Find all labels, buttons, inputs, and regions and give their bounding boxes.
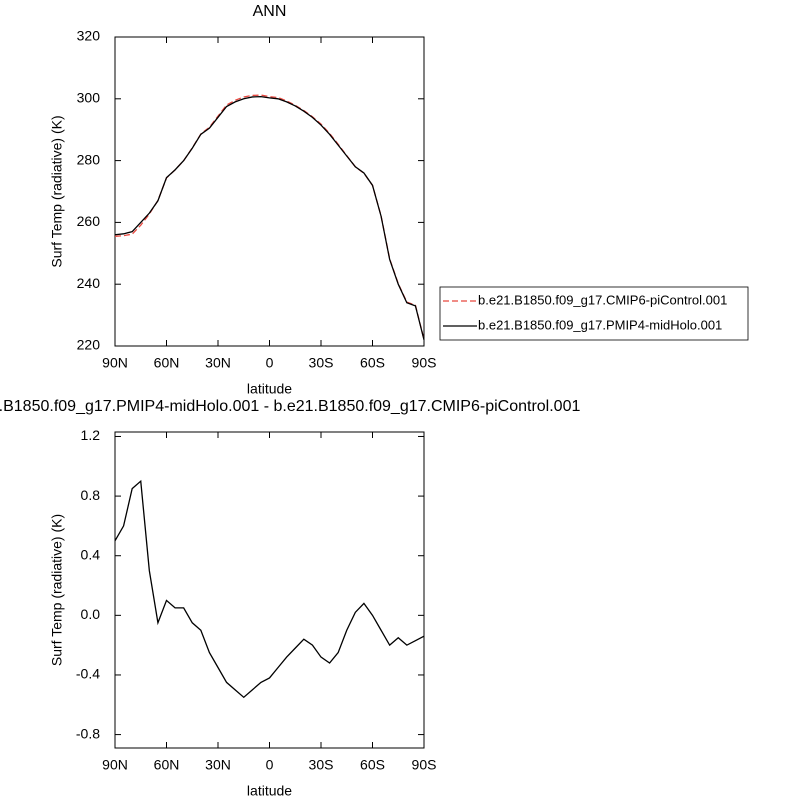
x-tick-label: 0 — [266, 757, 274, 773]
y-tick-label: 280 — [77, 151, 101, 167]
y-tick-label: 260 — [77, 213, 101, 229]
legend-label: b.e21.B1850.f09_g17.PMIP4-midHolo.001 — [478, 317, 722, 332]
x-axis-label: latitude — [247, 783, 292, 799]
x-tick-label: 30N — [205, 757, 231, 773]
x-tick-label: 60S — [360, 355, 385, 371]
chart-title: b.e21.B1850.f09_g17.PMIP4-midHolo.001 - … — [0, 398, 580, 415]
y-tick-label: 0.0 — [81, 606, 101, 622]
x-tick-label: 90N — [102, 757, 128, 773]
y-tick-label: -0.4 — [76, 666, 100, 682]
plot-frame — [114, 36, 425, 347]
y-tick-label: 320 — [77, 28, 101, 44]
x-tick-label: 60N — [154, 757, 180, 773]
y-tick-label: 0.8 — [81, 487, 101, 503]
y-tick-label: -0.8 — [76, 725, 100, 741]
x-tick-label: 90S — [412, 355, 437, 371]
y-tick-label: 0.4 — [81, 546, 101, 562]
x-tick-label: 30S — [309, 757, 334, 773]
data-line — [114, 94, 425, 340]
y-tick-label: 300 — [77, 90, 101, 106]
x-tick-label: 0 — [266, 355, 274, 371]
x-axis-label: latitude — [247, 381, 292, 397]
y-tick-label: 240 — [77, 275, 101, 291]
x-tick-label: 60N — [154, 355, 180, 371]
x-tick-label: 60S — [360, 757, 385, 773]
data-line — [114, 95, 425, 340]
y-axis-label: Surf Temp (radiative) (K) — [49, 514, 65, 666]
y-axis-label: Surf Temp (radiative) (K) — [49, 115, 65, 267]
data-line — [114, 479, 425, 699]
x-tick-label: 30N — [205, 355, 231, 371]
x-tick-label: 90S — [412, 757, 437, 773]
x-tick-label: 90N — [102, 355, 128, 371]
legend-box — [439, 286, 749, 341]
y-tick-label: 1.2 — [81, 427, 101, 443]
legend-label: b.e21.B1850.f09_g17.CMIP6-piControl.001 — [478, 292, 727, 307]
chart-title: ANN — [253, 3, 287, 20]
x-tick-label: 30S — [309, 355, 334, 371]
plot-frame — [114, 431, 425, 749]
y-tick-label: 220 — [77, 337, 101, 353]
